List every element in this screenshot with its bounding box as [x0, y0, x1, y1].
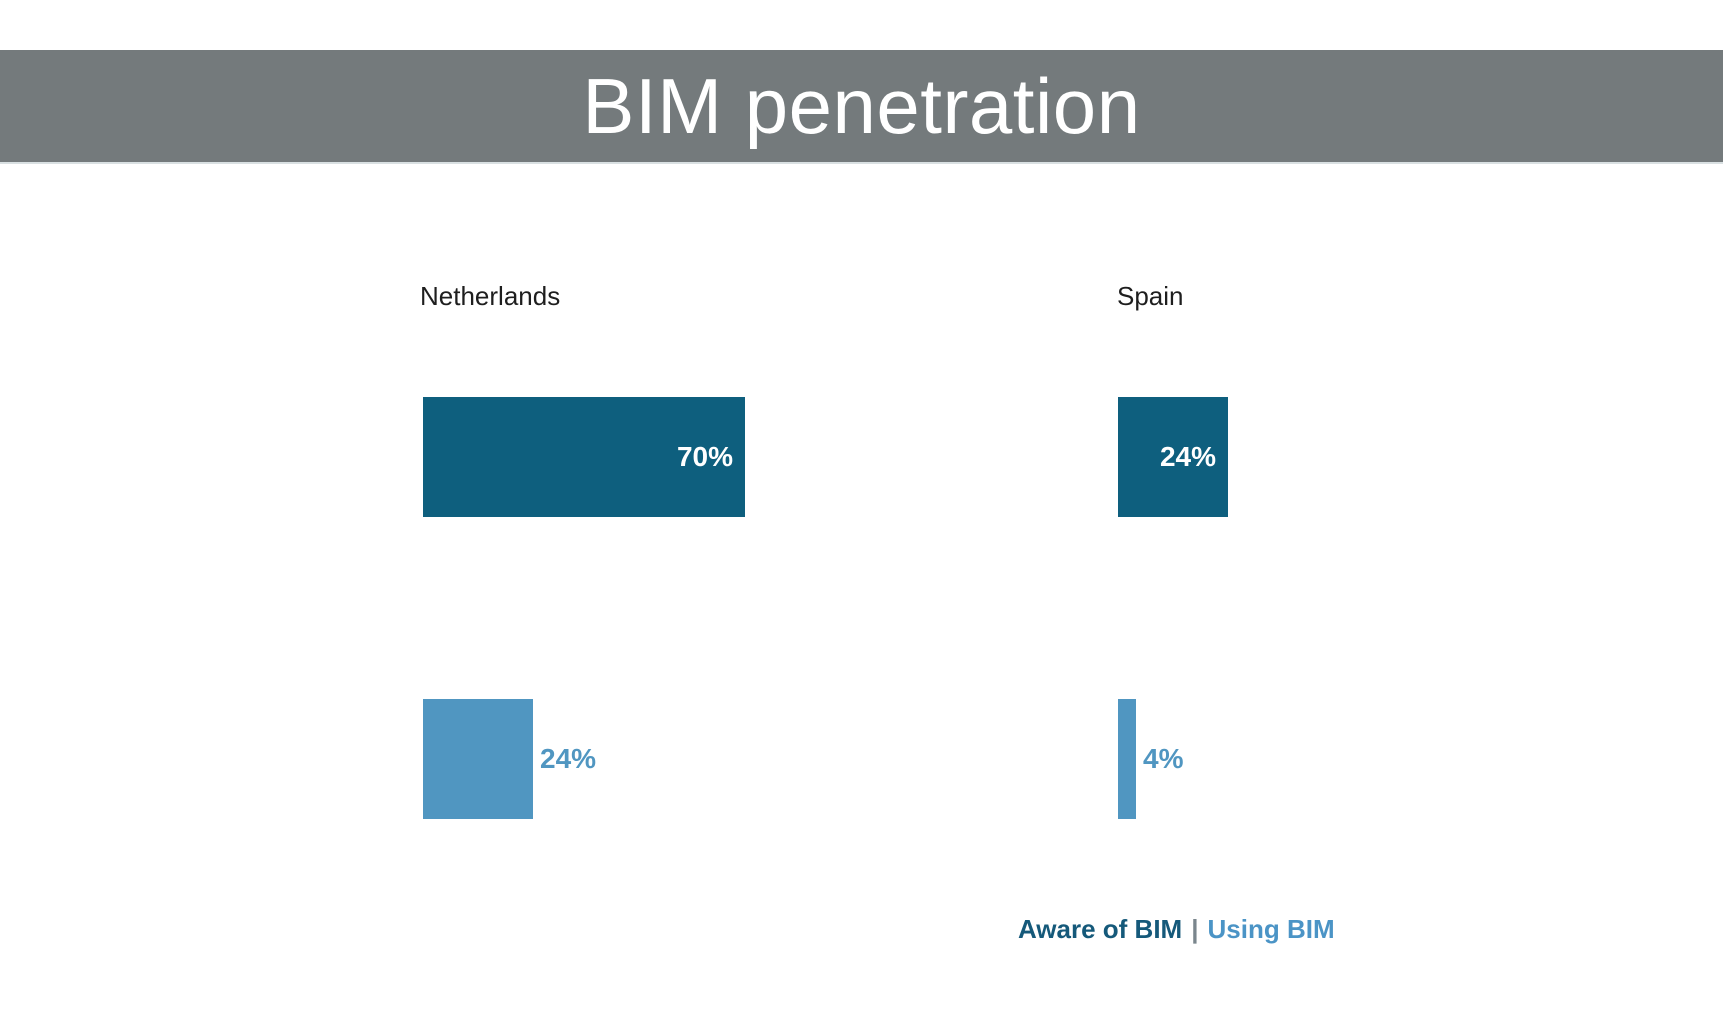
bar-value-label-spain-using: 4% [1143, 743, 1184, 774]
bar-spain-using [1118, 699, 1136, 819]
bar-netherlands-using [423, 699, 533, 819]
bar-netherlands-aware: 70% [423, 397, 745, 517]
bar-value-label-netherlands-using: 24% [540, 743, 597, 774]
country-label-netherlands: Netherlands [420, 281, 561, 311]
legend-separator: | [1191, 914, 1199, 944]
legend-item-using: Using BIM [1207, 914, 1335, 944]
bar-row-spain-aware: 24% [1118, 397, 1228, 517]
page-title: BIM penetration [582, 62, 1141, 150]
bar-spain-aware: 24% [1118, 397, 1228, 517]
legend: Aware of BIM | Using BIM [1018, 914, 1335, 945]
title-banner: BIM penetration [0, 50, 1723, 164]
bar-row-netherlands-aware: 70% [423, 397, 745, 517]
bar-value-label-netherlands-aware: 70% [676, 441, 733, 472]
bar-value-label-spain-aware: 24% [1159, 441, 1216, 472]
country-label-spain: Spain [1117, 281, 1184, 311]
bar-row-spain-using: 4% [1118, 699, 1183, 819]
legend-item-aware: Aware of BIM [1018, 914, 1183, 944]
bar-row-netherlands-using: 24% [423, 699, 596, 819]
